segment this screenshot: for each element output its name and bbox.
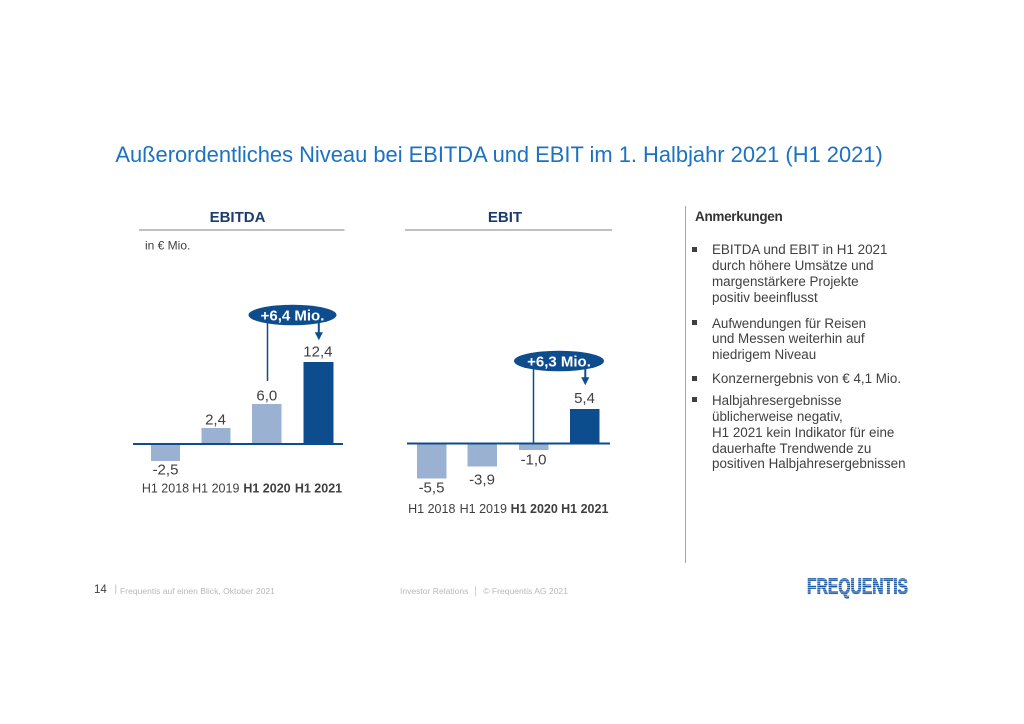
svg-text:+6,3 Mio.: +6,3 Mio. (527, 354, 591, 371)
svg-text:H1 2021: H1 2021 (561, 502, 608, 516)
svg-text:-5,5: -5,5 (419, 480, 445, 497)
svg-text:FREQUENTIS: FREQUENTIS (807, 574, 908, 599)
svg-text:H1 2019: H1 2019 (192, 482, 239, 496)
svg-text:-1,0: -1,0 (521, 452, 547, 469)
svg-text:EBITDA: EBITDA (210, 209, 266, 226)
svg-text:-2,5: -2,5 (153, 462, 179, 479)
svg-text:+6,4 Mio.: +6,4 Mio. (261, 308, 325, 325)
svg-text:H1 2018: H1 2018 (408, 502, 455, 516)
svg-text:6,0: 6,0 (256, 388, 277, 405)
svg-text:H1 2020: H1 2020 (243, 482, 290, 496)
svg-text:5,4: 5,4 (574, 390, 595, 407)
svg-text:-3,9: -3,9 (469, 472, 495, 489)
svg-text:in € Mio.: in € Mio. (145, 239, 190, 253)
svg-text:H1 2019: H1 2019 (460, 502, 507, 516)
svg-text:H1 2020: H1 2020 (511, 502, 558, 516)
svg-text:EBIT: EBIT (488, 209, 522, 226)
svg-text:12,4: 12,4 (303, 344, 332, 361)
svg-text:H1 2018: H1 2018 (142, 482, 189, 496)
svg-text:2,4: 2,4 (205, 412, 226, 429)
svg-text:H1 2021: H1 2021 (295, 482, 342, 496)
